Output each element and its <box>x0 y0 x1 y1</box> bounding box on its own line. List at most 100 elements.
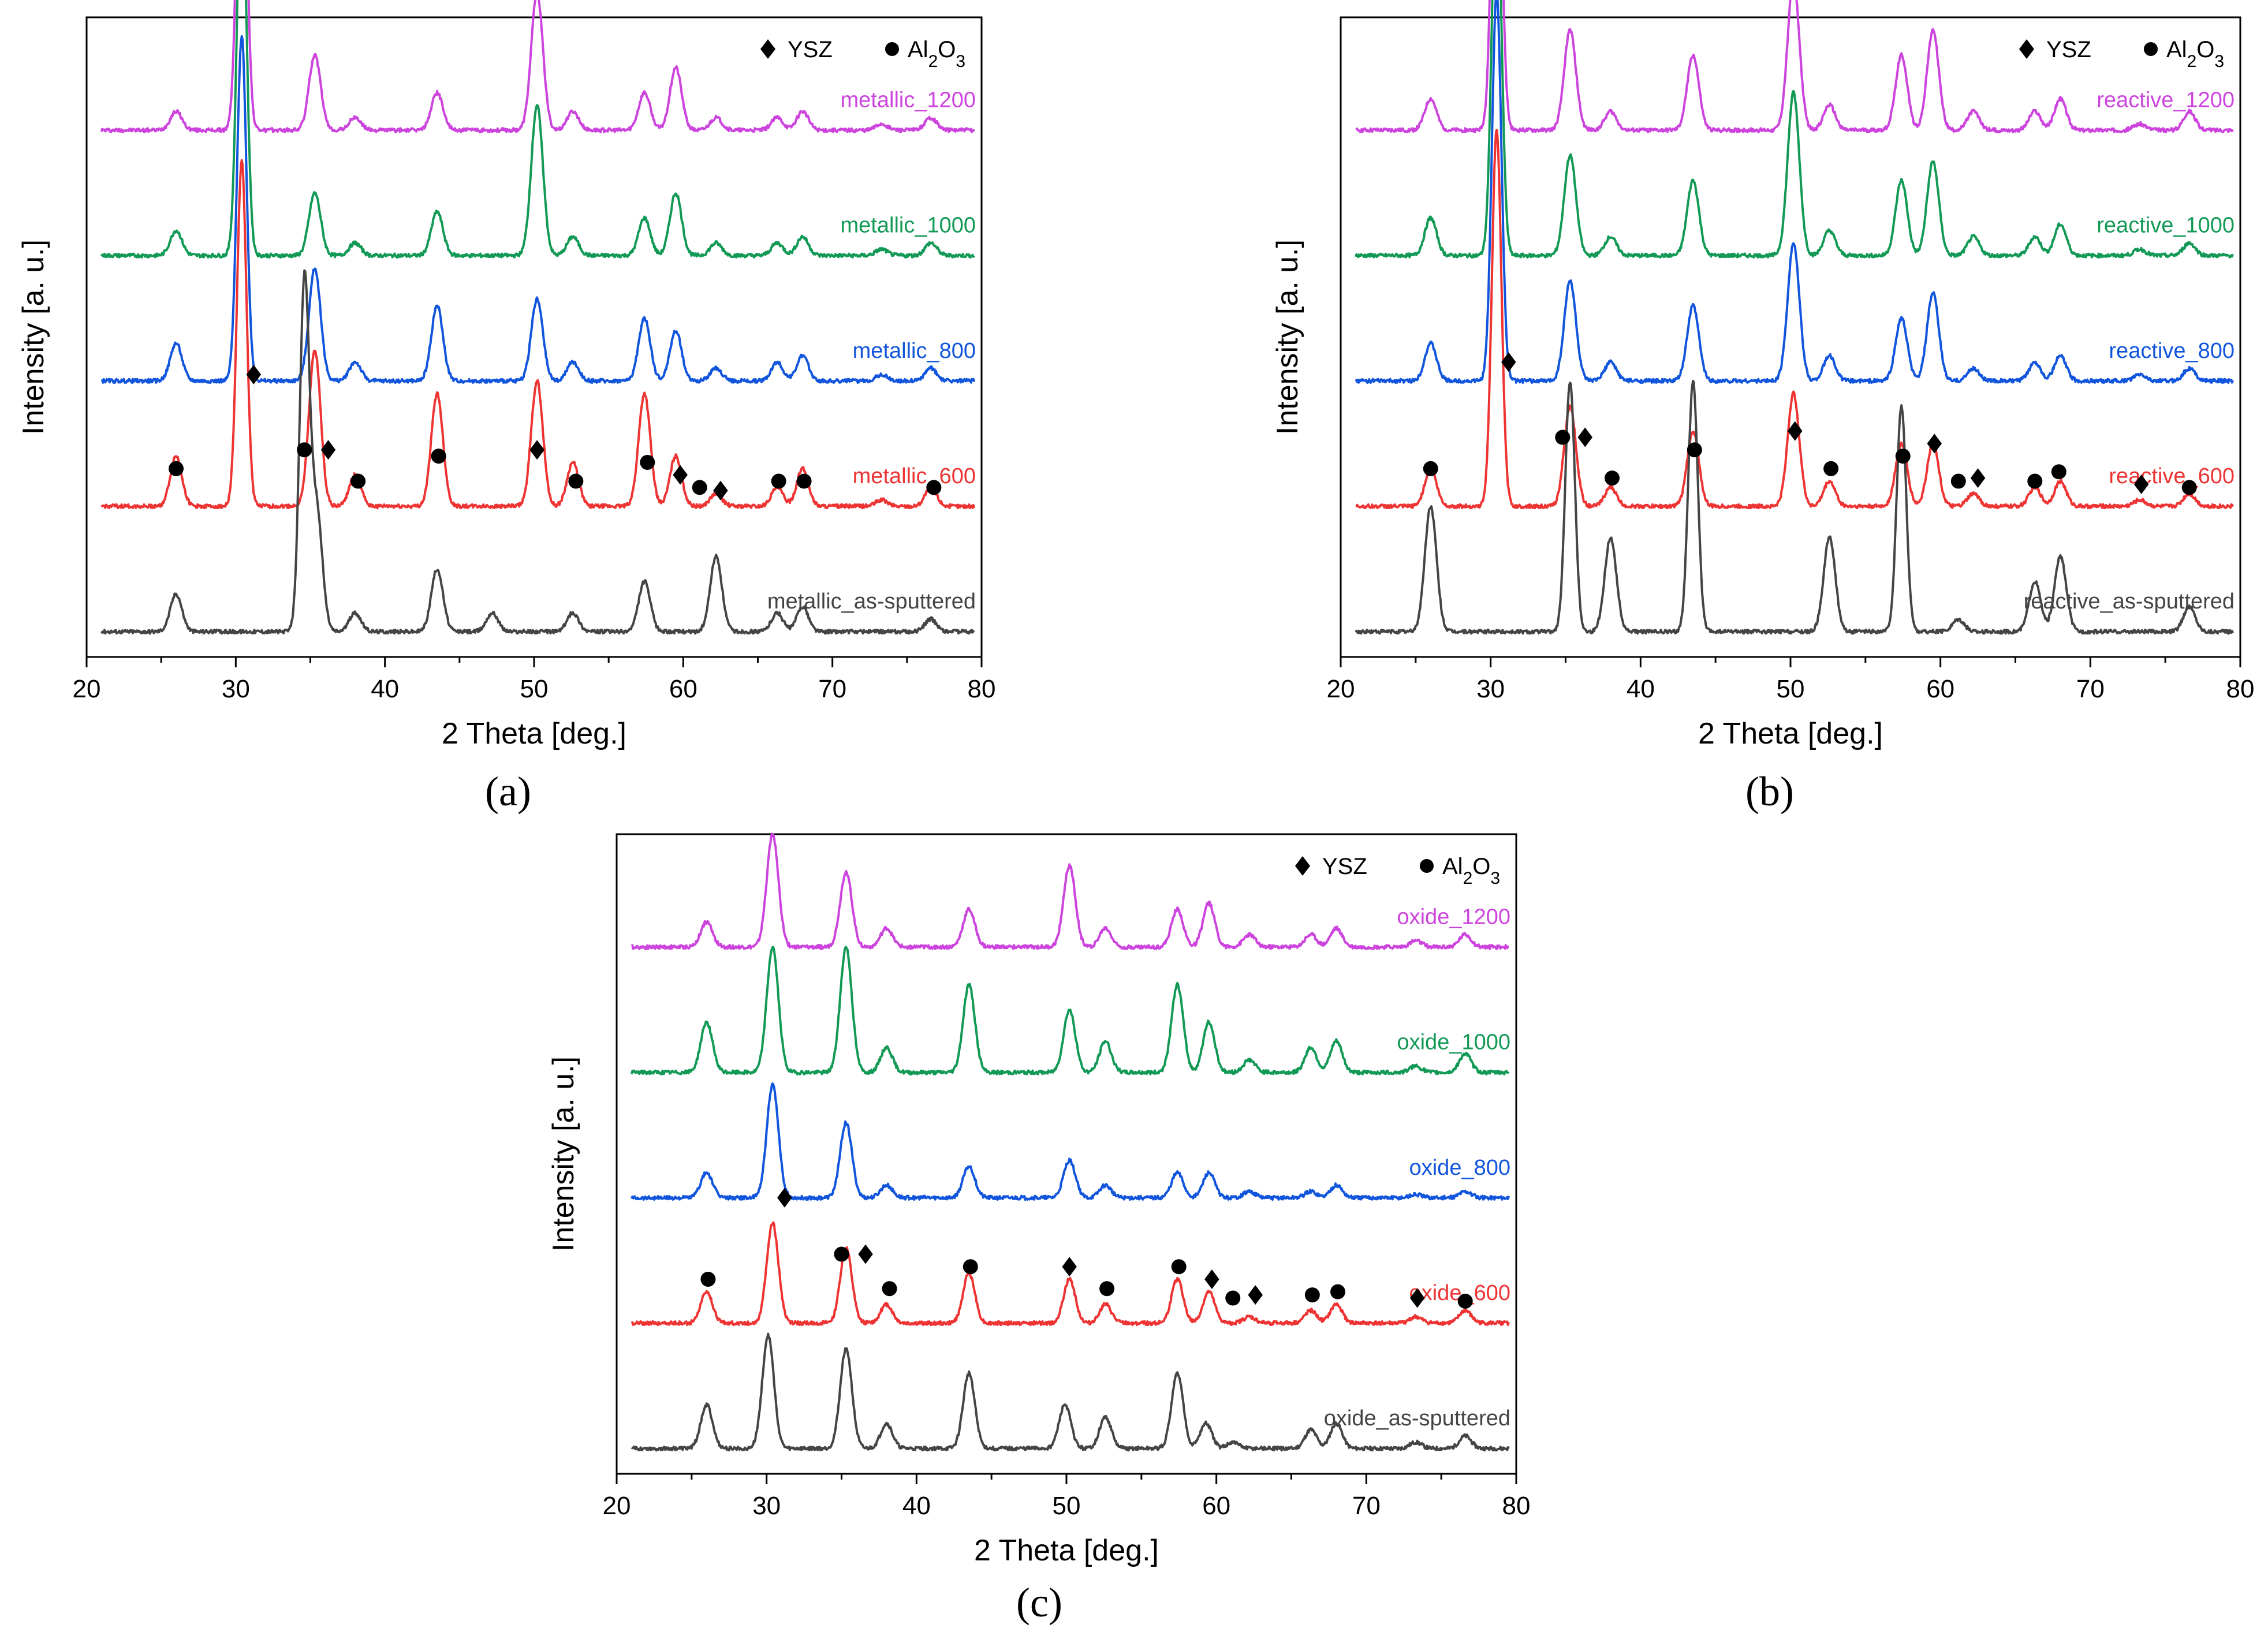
al2o3-marker <box>771 473 786 489</box>
ysz-marker <box>1409 1288 1425 1308</box>
x-tick-label: 30 <box>752 1492 781 1520</box>
al2o3-marker <box>2027 473 2043 489</box>
al2o3-marker <box>169 461 184 476</box>
y-axis-title: Intensity [a. u.] <box>547 1056 580 1252</box>
legend-ysz-label: YSZ <box>788 37 833 62</box>
ysz-marker <box>1248 1285 1263 1305</box>
panel-label: (c) <box>1016 1579 1062 1626</box>
x-axis-title: 2 Theta [deg.] <box>974 1534 1159 1567</box>
x-tick-label: 50 <box>1053 1492 1081 1520</box>
y-axis-title: Intensity [a. u.] <box>17 240 50 435</box>
series-trace-oxide_1200 <box>631 832 1510 950</box>
series-trace-oxide_1000 <box>631 946 1510 1075</box>
series-trace-reactive_800 <box>1355 0 2234 384</box>
legend-al2o3-marker <box>2144 42 2158 56</box>
series-label: reactive_1000 <box>2097 214 2235 238</box>
plot-frame <box>85 16 983 658</box>
series-label: metallic_1200 <box>841 88 976 112</box>
ysz-marker <box>246 364 262 384</box>
al2o3-marker <box>1457 1293 1473 1309</box>
series-label: metallic_as-sputtered <box>767 589 976 614</box>
al2o3-marker <box>1304 1287 1320 1303</box>
series-trace-metallic_as-sputtered <box>100 269 975 635</box>
x-tick-label: 70 <box>1352 1492 1381 1520</box>
x-tick-label: 40 <box>1627 675 1655 703</box>
x-tick-label: 80 <box>1502 1492 1531 1520</box>
al2o3-marker <box>640 454 655 470</box>
al2o3-marker <box>1330 1284 1345 1299</box>
x-tick-label: 50 <box>1777 675 1805 703</box>
ysz-marker <box>1788 421 1803 441</box>
x-tick-label: 60 <box>669 675 697 703</box>
x-tick-label: 60 <box>1202 1492 1230 1520</box>
legend-al2o3-marker <box>885 42 899 56</box>
series-label: reactive_600 <box>2109 464 2235 488</box>
al2o3-marker <box>350 473 366 489</box>
al2o3-marker <box>1225 1290 1241 1306</box>
al2o3-marker <box>1895 449 1911 464</box>
al2o3-marker <box>1423 461 1438 476</box>
series-trace-metallic_1200 <box>100 0 975 133</box>
legend-al2o3-label: Al2O3 <box>908 37 965 71</box>
x-tick-label: 20 <box>73 675 101 703</box>
ysz-marker <box>713 480 728 501</box>
ysz-marker <box>1204 1269 1219 1289</box>
y-axis-title: Intensity [a. u.] <box>1271 240 1304 435</box>
al2o3-marker <box>297 442 312 458</box>
series-label: oxide_as-sputtered <box>1324 1406 1510 1431</box>
series-label: reactive_1200 <box>2097 88 2235 112</box>
al2o3-marker <box>1687 442 1702 458</box>
ysz-marker <box>1062 1257 1077 1277</box>
al2o3-marker <box>1171 1259 1187 1275</box>
al2o3-marker <box>926 480 942 495</box>
ysz-marker <box>320 440 336 460</box>
series-label: oxide_800 <box>1409 1156 1510 1180</box>
panel-c: 20 30 40 50 60 70 80 2 Theta [deg.] Intensity [a… <box>547 832 1531 1626</box>
series-label: metallic_800 <box>853 339 976 363</box>
ysz-marker <box>1970 468 1986 488</box>
x-axis-title: 2 Theta [deg.] <box>1698 717 1883 750</box>
ysz-marker <box>1501 352 1516 372</box>
panel-label: (a) <box>485 768 531 815</box>
series-trace-oxide_800 <box>631 1082 1510 1201</box>
ysz-marker <box>858 1244 873 1264</box>
al2o3-marker <box>796 473 812 489</box>
series-trace-reactive_1000 <box>1355 0 2234 259</box>
series-label: oxide_1000 <box>1397 1030 1510 1055</box>
series-trace-reactive_as-sputtered <box>1355 379 2234 635</box>
x-tick-label: 40 <box>902 1492 931 1520</box>
x-tick-label: 50 <box>520 675 549 703</box>
series-trace-oxide_600 <box>631 1221 1510 1327</box>
al2o3-marker <box>882 1281 897 1297</box>
al2o3-marker <box>2181 480 2197 495</box>
legend-ysz-label: YSZ <box>2046 37 2091 62</box>
al2o3-marker <box>1099 1281 1115 1297</box>
legend-ysz-label: YSZ <box>1322 854 1367 879</box>
al2o3-marker <box>1555 430 1571 445</box>
ysz-marker <box>2133 474 2149 494</box>
al2o3-marker <box>834 1246 849 1262</box>
x-tick-label: 20 <box>603 1492 631 1520</box>
series-label: metallic_1000 <box>841 214 976 238</box>
x-tick-label: 80 <box>2226 675 2255 703</box>
series-trace-metallic_800 <box>101 35 976 384</box>
al2o3-marker <box>963 1259 978 1275</box>
series-trace-reactive_600 <box>1355 129 2234 510</box>
ysz-marker <box>1577 427 1593 447</box>
legend-ysz-marker <box>2019 39 2034 59</box>
ysz-marker <box>777 1187 792 1208</box>
series-label: reactive_as-sputtered <box>2024 589 2235 614</box>
panel-label: (b) <box>1745 768 1794 815</box>
x-tick-label: 30 <box>222 675 250 703</box>
x-tick-label: 20 <box>1327 675 1355 703</box>
al2o3-marker <box>1823 461 1839 476</box>
x-tick-label: 60 <box>1926 675 1954 703</box>
panel-a: 20 30 40 50 60 70 80 2 Theta [deg.] Intensity [a… <box>17 0 995 815</box>
legend-ysz-marker <box>760 39 775 59</box>
legend-al2o3-label: Al2O3 <box>1442 854 1500 888</box>
x-tick-label: 40 <box>371 675 399 703</box>
series-label: oxide_1200 <box>1397 905 1510 929</box>
al2o3-marker <box>2051 464 2066 480</box>
al2o3-marker <box>1604 470 1620 486</box>
